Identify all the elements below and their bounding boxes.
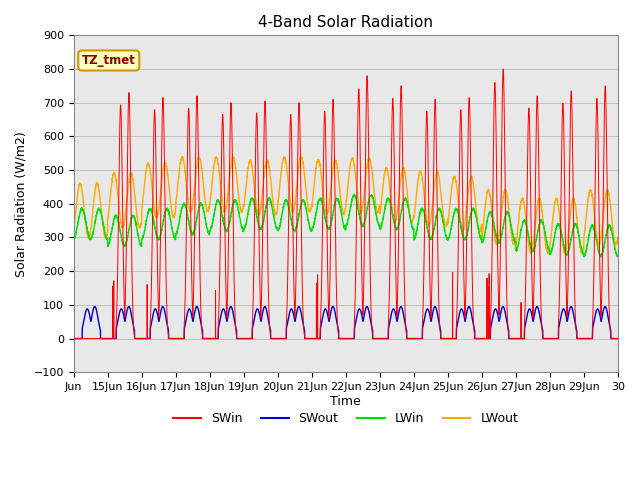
LWout <box>163 170 171 176</box>
LWout <box>433 170 440 176</box>
LWout <box>488 208 495 214</box>
LWin <box>422 217 429 223</box>
SWout <box>496 314 504 320</box>
LWin <box>614 253 621 259</box>
LWout <box>229 154 237 159</box>
SWout <box>91 304 99 310</box>
SWin <box>472 336 479 341</box>
SWin <box>70 336 77 341</box>
SWin <box>433 156 440 162</box>
LWin <box>597 254 605 260</box>
LWout <box>422 208 429 214</box>
Y-axis label: Solar Radiation (W/m2): Solar Radiation (W/m2) <box>15 131 28 276</box>
LWin <box>70 237 77 243</box>
Line: LWout: LWout <box>74 156 618 253</box>
LWout <box>614 235 621 240</box>
LWout <box>544 251 552 256</box>
SWout <box>614 336 621 341</box>
Legend: SWin, SWout, LWin, LWout: SWin, SWout, LWin, LWout <box>168 407 524 430</box>
SWin <box>614 336 621 341</box>
SWin <box>422 148 429 154</box>
Line: SWin: SWin <box>74 69 618 338</box>
SWout <box>488 319 495 325</box>
SWout <box>472 336 480 341</box>
LWin <box>496 238 504 243</box>
SWin <box>163 320 171 326</box>
LWin <box>350 192 358 198</box>
LWout <box>70 228 77 234</box>
LWout <box>472 204 480 210</box>
X-axis label: Time: Time <box>330 395 361 408</box>
LWin <box>433 212 440 218</box>
Text: TZ_tmet: TZ_tmet <box>82 54 136 67</box>
SWin <box>499 66 507 72</box>
SWout <box>422 310 429 315</box>
SWin <box>488 274 495 279</box>
LWout <box>496 227 504 232</box>
Line: LWin: LWin <box>74 195 618 257</box>
SWout <box>433 308 440 313</box>
LWin <box>163 205 171 211</box>
SWout <box>70 336 77 341</box>
Line: SWout: SWout <box>74 307 618 338</box>
LWin <box>488 213 495 218</box>
SWin <box>496 284 504 290</box>
SWout <box>164 324 172 329</box>
Title: 4-Band Solar Radiation: 4-Band Solar Radiation <box>259 15 433 30</box>
LWin <box>472 214 480 220</box>
